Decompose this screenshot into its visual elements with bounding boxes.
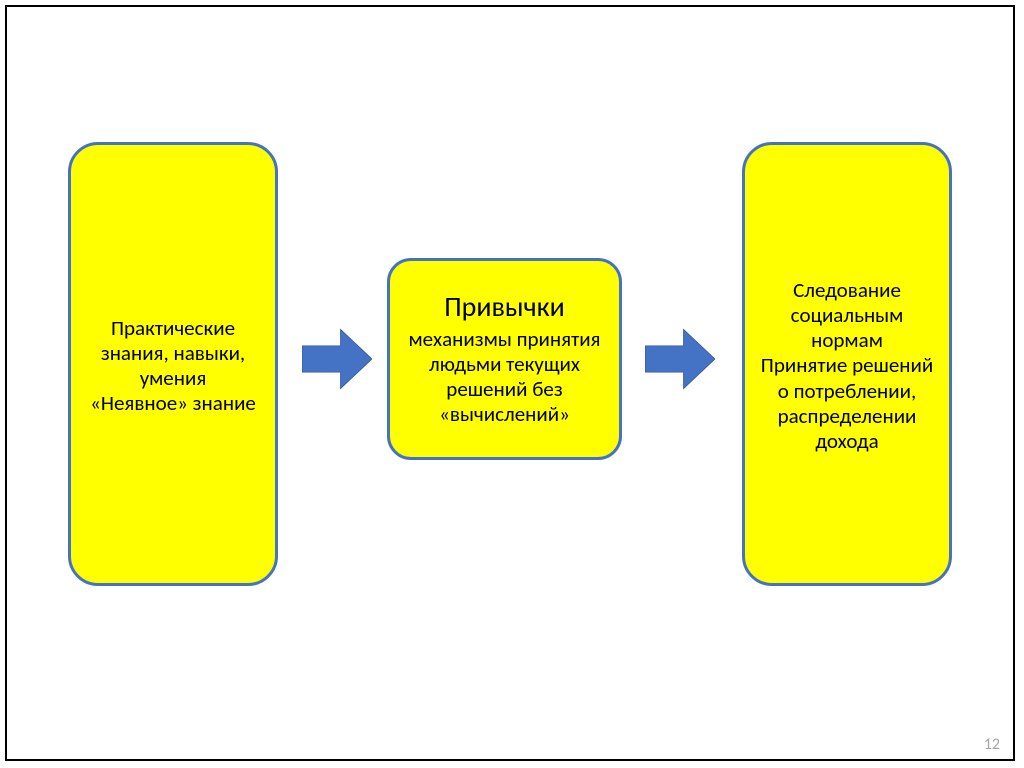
box-center-title: Привычки xyxy=(444,291,565,323)
arrow-right-icon xyxy=(302,326,372,392)
box-right: Следование социальным нормамПринятие реш… xyxy=(742,142,952,586)
arrow-right-icon xyxy=(645,326,715,392)
box-left: Практические знания, навыки, умения«Неяв… xyxy=(68,142,278,586)
slide: Практические знания, навыки, умения«Неяв… xyxy=(0,0,1024,768)
box-right-body: Следование социальным нормамПринятие реш… xyxy=(755,278,939,454)
box-left-body: Практические знания, навыки, умения«Неяв… xyxy=(81,316,265,417)
box-center: Привычки механизмы принятия людьми текущ… xyxy=(387,258,622,460)
box-center-body: механизмы принятия людьми текущих решени… xyxy=(400,327,609,428)
page-number: 12 xyxy=(984,735,1000,754)
